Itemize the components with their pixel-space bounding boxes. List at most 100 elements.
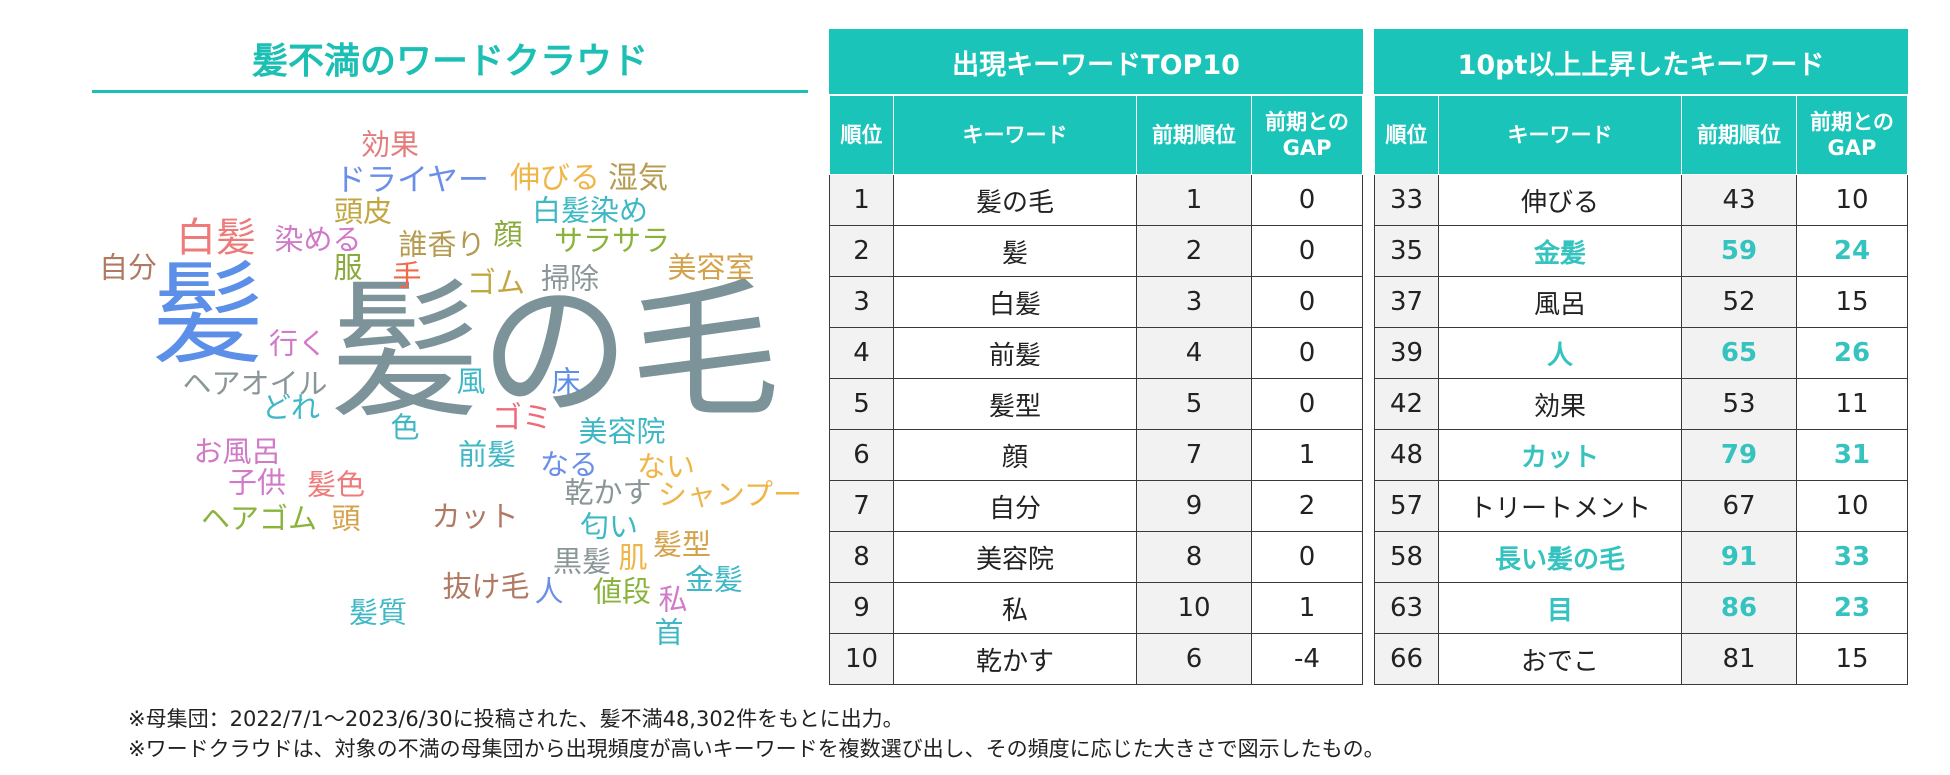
prev-rank-cell: 52 bbox=[1681, 276, 1797, 328]
keyword-cell: トリートメント bbox=[1438, 480, 1682, 532]
table-row: 4 前髪 4 0 bbox=[829, 327, 1364, 379]
keyword-cell: 顔 bbox=[893, 429, 1137, 481]
cloud-word: ヘアオイル bbox=[182, 366, 328, 401]
rising-table-body: 33 伸びる 43 10 35 金髪 59 24 37 風呂 52 15 39 人 65 26 42 効果 53 11… bbox=[1374, 174, 1908, 685]
gap-cell: 15 bbox=[1796, 276, 1908, 328]
rank-cell: 35 bbox=[1374, 225, 1439, 277]
top10-table-title: 出現キーワードTOP10 bbox=[828, 29, 1364, 96]
prev-rank-cell: 59 bbox=[1681, 225, 1797, 277]
gap-cell: -4 bbox=[1250, 633, 1364, 685]
cloud-word: 白髪染め bbox=[531, 193, 649, 228]
cloud-word: 頭 bbox=[331, 501, 361, 536]
gap-cell: 24 bbox=[1796, 225, 1908, 277]
gap-cell: 33 bbox=[1796, 531, 1908, 583]
cloud-word: 色 bbox=[390, 410, 420, 445]
cloud-word: 人 bbox=[534, 574, 564, 609]
cloud-word: ドライヤー bbox=[334, 162, 490, 199]
gap-cell: 23 bbox=[1796, 582, 1908, 634]
prev-rank-cell: 7 bbox=[1136, 429, 1252, 481]
gap-cell: 1 bbox=[1250, 582, 1364, 634]
rank-cell: 5 bbox=[829, 378, 894, 430]
column-header-keyword: キーワード bbox=[1438, 95, 1682, 175]
cloud-word: 抜け毛 bbox=[442, 569, 530, 604]
cloud-word: 髪色 bbox=[306, 467, 366, 502]
table-row: 7 自分 9 2 bbox=[829, 480, 1364, 532]
footnote-word-cloud: ※ワードクラウドは、対象の不満の母集団から出現頻度が高いキーワードを複数選び出し… bbox=[128, 737, 1385, 761]
cloud-word: 匂い bbox=[579, 509, 639, 544]
table-row: 33 伸びる 43 10 bbox=[1374, 174, 1908, 226]
footnote-population: ※母集団：2022/7/1～2023/6/30に投稿された、髪不満48,302件… bbox=[128, 707, 904, 731]
prev-rank-cell: 65 bbox=[1681, 327, 1797, 379]
cloud-word: 染める bbox=[274, 222, 362, 257]
keyword-cell: 自分 bbox=[893, 480, 1137, 532]
keyword-cell: おでこ bbox=[1438, 633, 1682, 685]
rank-cell: 42 bbox=[1374, 378, 1439, 430]
cloud-word: 乾かす bbox=[564, 475, 652, 510]
table-row: 3 白髪 3 0 bbox=[829, 276, 1364, 328]
table-row: 57 トリートメント 67 10 bbox=[1374, 480, 1908, 532]
column-header-prev-rank: 前期順位 bbox=[1681, 95, 1797, 175]
cloud-word: 肌 bbox=[618, 540, 648, 575]
cloud-word: 値段 bbox=[592, 574, 652, 609]
gap-cell: 0 bbox=[1250, 225, 1364, 277]
rank-cell: 9 bbox=[829, 582, 894, 634]
keyword-cell: 金髪 bbox=[1438, 225, 1682, 277]
keyword-cell: 伸びる bbox=[1438, 174, 1682, 226]
cloud-word: カット bbox=[431, 499, 519, 534]
rank-cell: 58 bbox=[1374, 531, 1439, 583]
rank-cell: 4 bbox=[829, 327, 894, 379]
keyword-cell: 長い髪の毛 bbox=[1438, 531, 1682, 583]
table-row: 42 効果 53 11 bbox=[1374, 378, 1908, 430]
cloud-word: 髪質 bbox=[348, 595, 408, 630]
rank-cell: 1 bbox=[829, 174, 894, 226]
gap-cell: 0 bbox=[1250, 327, 1364, 379]
cloud-word: 伸びる bbox=[510, 161, 600, 196]
cloud-word: 美容室 bbox=[667, 250, 755, 285]
word-cloud: 髪の毛髪効果 ドライヤー 伸びる 湿気 白髪染め 頭皮 白髪 染める 誰香り顔サラサラ 自分服手美… bbox=[0, 0, 820, 680]
prev-rank-cell: 81 bbox=[1681, 633, 1797, 685]
prev-rank-cell: 10 bbox=[1136, 582, 1252, 634]
cloud-word: お風呂 bbox=[193, 434, 281, 469]
cloud-word: 髪 bbox=[152, 250, 264, 380]
table-row: 8 美容院 8 0 bbox=[829, 531, 1364, 583]
table-row: 66 おでこ 81 15 bbox=[1374, 633, 1908, 685]
cloud-word: 床 bbox=[551, 364, 581, 399]
prev-rank-cell: 9 bbox=[1136, 480, 1252, 532]
gap-cell: 31 bbox=[1796, 429, 1908, 481]
cloud-word: ヘアゴム bbox=[200, 501, 318, 536]
keyword-cell: カット bbox=[1438, 429, 1682, 481]
gap-cell: 0 bbox=[1250, 174, 1364, 226]
cloud-word: なる bbox=[539, 447, 599, 482]
gap-cell: 10 bbox=[1796, 480, 1908, 532]
rank-cell: 3 bbox=[829, 276, 894, 328]
prev-rank-cell: 86 bbox=[1681, 582, 1797, 634]
keyword-cell: 効果 bbox=[1438, 378, 1682, 430]
rank-cell: 6 bbox=[829, 429, 894, 481]
prev-rank-cell: 91 bbox=[1681, 531, 1797, 583]
cloud-word: 美容院 bbox=[578, 414, 666, 449]
rank-cell: 33 bbox=[1374, 174, 1439, 226]
prev-rank-cell: 2 bbox=[1136, 225, 1252, 277]
rank-cell: 10 bbox=[829, 633, 894, 685]
keyword-cell: 私 bbox=[893, 582, 1137, 634]
cloud-word: 顔 bbox=[493, 217, 523, 252]
cloud-word: 頭皮 bbox=[333, 194, 393, 229]
cloud-word: 髪型 bbox=[652, 527, 712, 562]
cloud-word: ない bbox=[636, 449, 696, 484]
prev-rank-cell: 67 bbox=[1681, 480, 1797, 532]
word-cloud-title-underline bbox=[92, 90, 808, 93]
cloud-word: 髪の毛 bbox=[329, 265, 781, 439]
keyword-cell: 髪 bbox=[893, 225, 1137, 277]
keyword-cell: 風呂 bbox=[1438, 276, 1682, 328]
cloud-word: シャンプー bbox=[657, 477, 803, 512]
cloud-word: 行く bbox=[268, 326, 328, 361]
gap-cell: 10 bbox=[1796, 174, 1908, 226]
table-row: 35 金髪 59 24 bbox=[1374, 225, 1908, 277]
cloud-word: 効果 bbox=[360, 127, 420, 162]
table-row: 39 人 65 26 bbox=[1374, 327, 1908, 379]
cloud-word: 自分 bbox=[98, 250, 158, 285]
table-row: 9 私 10 1 bbox=[829, 582, 1364, 634]
column-header-gap: 前期との GAP bbox=[1250, 95, 1364, 175]
